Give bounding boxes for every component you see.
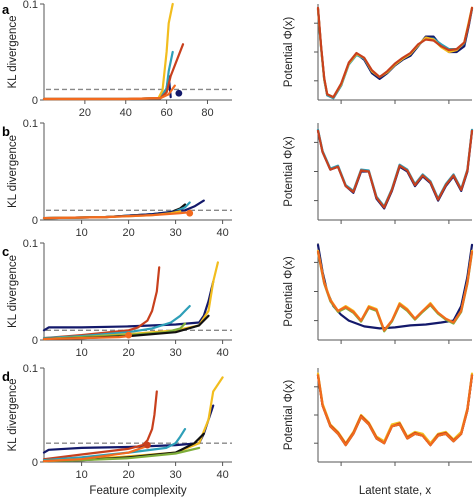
x-tick-label: 10: [75, 469, 87, 481]
y-axis-label: Potential Φ(x): [283, 380, 295, 451]
y-axis-label: Potential Φ(x): [283, 17, 295, 88]
y-axis-label: KL divergence: [7, 135, 19, 208]
endpoint-marker: [186, 209, 194, 217]
series-line-gold: [316, 372, 474, 445]
x-tick-label: 20: [122, 227, 134, 239]
y-axis-label: KL divergence: [7, 255, 19, 328]
series-line-teal: [42, 50, 174, 101]
endpoint-marker: [125, 331, 132, 339]
x-tick-label: 40: [216, 469, 228, 481]
series-line-red: [42, 266, 161, 340]
x-tick-label: 20: [122, 469, 134, 481]
series-line-gold: [316, 249, 474, 332]
series-line-gold: [42, 2, 174, 101]
x-axis-label: Feature complexity: [89, 485, 186, 497]
x-tick-label: 30: [169, 227, 181, 239]
panel-letter: c: [2, 244, 9, 259]
y-axis-label: KL divergence: [7, 15, 19, 88]
series-line-red: [316, 129, 474, 209]
series-line-orange: [42, 444, 149, 463]
x-tick-label: 10: [75, 347, 87, 359]
series-line-orange: [42, 335, 130, 341]
panel-letter: b: [2, 124, 10, 139]
y-tick-label: 0: [32, 215, 38, 227]
panel-d-right: Potential Φ(x) Latent state, x: [283, 368, 474, 497]
x-axis-label: Latent state, x: [359, 485, 431, 497]
panel-c-right: Potential Φ(x): [283, 243, 474, 344]
x-tick-label: 40: [216, 227, 228, 239]
x-tick-label: 10: [75, 227, 87, 239]
x-tick-label: 20: [79, 107, 91, 119]
y-tick-label: 0.1: [23, 0, 38, 11]
x-tick-label: 60: [160, 107, 172, 119]
series-line-red: [316, 6, 474, 99]
series-line-navy: [42, 74, 172, 101]
series-line-orange: [42, 84, 176, 101]
y-tick-label: 0.1: [23, 363, 38, 375]
y-tick-label: 0.1: [23, 238, 38, 250]
x-tick-label: 40: [120, 107, 132, 119]
series-line-teal: [42, 428, 187, 462]
panel-a-right: Potential Φ(x): [283, 4, 474, 104]
y-tick-label: 0: [32, 335, 38, 347]
series-line-navy: [42, 280, 215, 332]
x-tick-label: 40: [216, 347, 228, 359]
series-line-orange: [42, 211, 191, 220]
x-tick-label: 30: [169, 347, 181, 359]
endpoint-marker: [175, 89, 183, 97]
series-line-teal: [316, 128, 474, 208]
y-tick-label: 0: [32, 457, 38, 469]
x-tick-label: 80: [201, 107, 213, 119]
y-axis-label: Potential Φ(x): [283, 256, 295, 327]
panel-letter: a: [2, 2, 10, 17]
y-axis-label: KL divergence: [7, 378, 19, 451]
x-tick-label: 30: [169, 469, 181, 481]
x-tick-label: 20: [122, 347, 134, 359]
panel-letter: d: [2, 369, 10, 384]
endpoint-marker: [144, 441, 151, 449]
series-line-orange: [316, 374, 474, 447]
series-line-teal: [42, 305, 191, 340]
series-line-navy: [316, 129, 474, 210]
series-line-orange: [316, 250, 474, 332]
panel-b-right: Potential Φ(x): [283, 123, 474, 224]
y-axis-label: Potential Φ(x): [283, 136, 295, 207]
y-tick-label: 0: [32, 95, 38, 107]
y-tick-label: 0.1: [23, 118, 38, 130]
